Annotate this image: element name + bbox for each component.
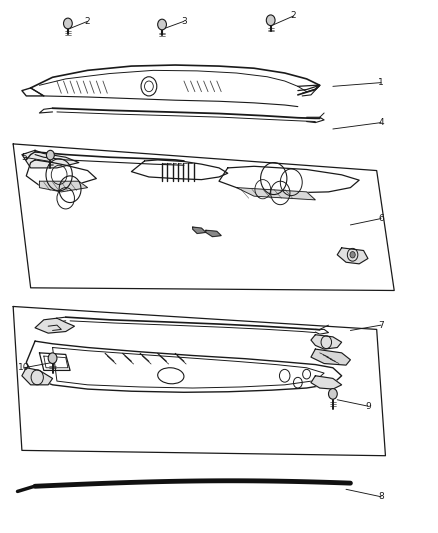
Text: 2: 2 xyxy=(291,12,296,20)
Polygon shape xyxy=(237,188,315,200)
Circle shape xyxy=(328,389,337,399)
Text: 5: 5 xyxy=(21,153,27,161)
Text: 2: 2 xyxy=(85,17,90,26)
Circle shape xyxy=(48,353,57,364)
Text: 4: 4 xyxy=(378,118,384,127)
Polygon shape xyxy=(22,150,79,168)
Polygon shape xyxy=(337,248,368,264)
Text: 1: 1 xyxy=(378,78,384,87)
Polygon shape xyxy=(193,227,206,233)
Polygon shape xyxy=(311,349,350,365)
Circle shape xyxy=(350,252,355,258)
Polygon shape xyxy=(39,181,88,192)
Circle shape xyxy=(46,150,54,160)
Text: 9: 9 xyxy=(365,402,371,410)
Polygon shape xyxy=(311,335,342,349)
Text: 10: 10 xyxy=(18,364,30,372)
Circle shape xyxy=(266,15,275,26)
Text: 7: 7 xyxy=(378,321,384,329)
Circle shape xyxy=(64,18,72,29)
Polygon shape xyxy=(22,368,53,385)
Text: 8: 8 xyxy=(378,492,384,501)
Polygon shape xyxy=(206,230,221,237)
Polygon shape xyxy=(311,376,342,389)
Text: 6: 6 xyxy=(378,214,384,223)
Circle shape xyxy=(158,19,166,30)
Text: 3: 3 xyxy=(181,17,187,26)
Polygon shape xyxy=(35,318,74,333)
